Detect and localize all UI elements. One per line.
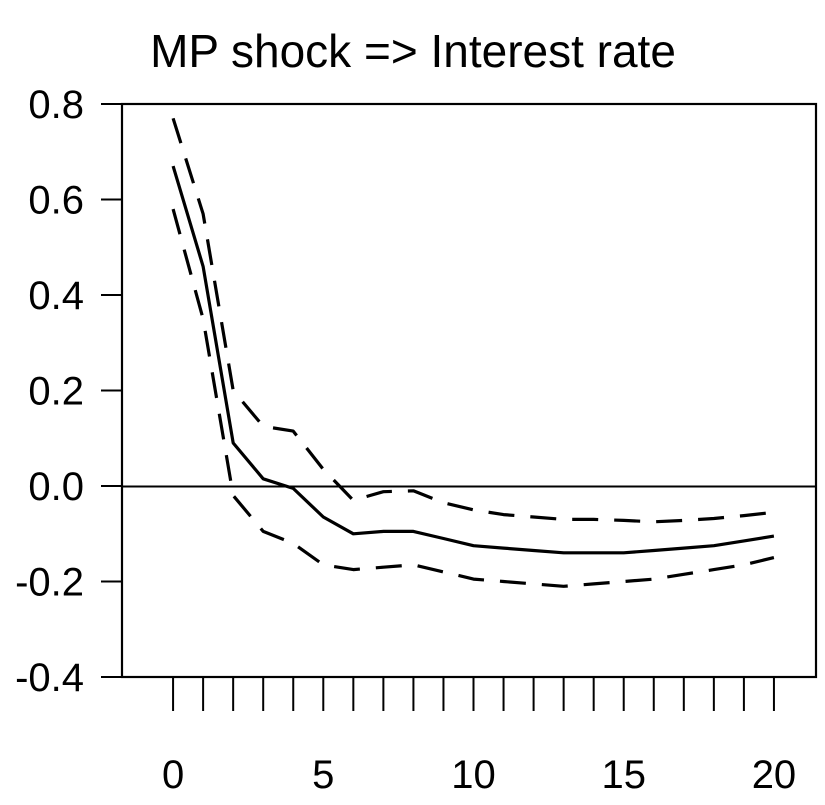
x-tick-label: 20 bbox=[752, 753, 797, 797]
y-tick-label: -0.4 bbox=[15, 656, 84, 700]
x-tick-label: 0 bbox=[162, 753, 184, 797]
y-tick-label: 0.0 bbox=[28, 465, 84, 509]
y-tick-label: 0.6 bbox=[28, 179, 84, 223]
x-tick-label: 15 bbox=[601, 753, 646, 797]
confidence-band-line bbox=[171, 117, 775, 524]
chart-title: MP shock => Interest rate bbox=[150, 25, 676, 77]
x-tick-label: 10 bbox=[451, 753, 496, 797]
impulse-response-line bbox=[171, 165, 775, 555]
y-tick-label: 0.4 bbox=[28, 274, 84, 318]
y-tick-label: 0.2 bbox=[28, 370, 84, 414]
series-group bbox=[171, 117, 775, 588]
y-axis: 0.8 0.6 0.4 0.2 0.0 -0.2 -0.4 bbox=[15, 83, 122, 700]
y-tick-label: 0.8 bbox=[28, 83, 84, 127]
confidence-band-line bbox=[171, 208, 775, 588]
plot-frame bbox=[120, 102, 818, 679]
x-axis: 0 5 10 15 20 bbox=[162, 677, 796, 797]
y-tick-label: -0.2 bbox=[15, 561, 84, 605]
x-tick-label: 5 bbox=[312, 753, 334, 797]
